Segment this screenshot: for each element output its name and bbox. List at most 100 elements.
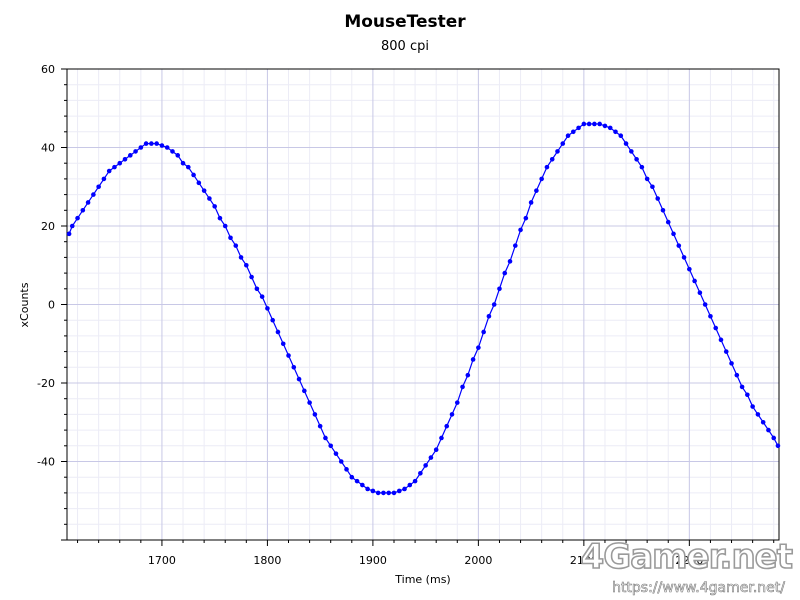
data-point	[207, 196, 212, 201]
data-point	[449, 412, 455, 417]
data-point	[170, 149, 175, 154]
watermark-url: https://www.4gamer.net/	[612, 580, 785, 596]
data-point	[634, 156, 639, 162]
data-point	[423, 463, 428, 468]
series-line	[68, 123, 779, 494]
data-point	[159, 143, 165, 148]
watermark-logo: 4Gamer.net	[581, 537, 793, 577]
data-point	[354, 478, 360, 484]
data-point	[201, 188, 207, 193]
data-point	[80, 208, 86, 213]
data-point	[180, 160, 186, 166]
data-point	[528, 200, 534, 205]
data-point	[671, 231, 676, 237]
y-tick-label: 40	[41, 142, 55, 155]
data-point	[729, 361, 734, 366]
data-point	[122, 156, 128, 162]
y-tick-label: 0	[48, 299, 55, 312]
x-tick-label: 2000	[464, 554, 492, 567]
data-point	[586, 121, 592, 127]
data-point	[101, 176, 107, 182]
data-point	[323, 435, 328, 441]
data-point	[233, 243, 239, 248]
data-point	[771, 435, 777, 441]
y-axis-label: xCounts	[18, 282, 31, 327]
data-point	[644, 176, 650, 182]
data-point	[138, 145, 144, 150]
data-point	[755, 412, 761, 417]
data-point	[291, 365, 297, 370]
data-point	[555, 149, 560, 154]
data-point	[418, 470, 423, 476]
data-point	[512, 243, 518, 248]
data-point	[164, 145, 170, 150]
data-point	[502, 270, 508, 276]
data-point	[112, 164, 117, 170]
data-point	[133, 149, 138, 154]
data-point	[265, 306, 270, 311]
data-point	[476, 345, 481, 350]
x-tick-label: 1900	[359, 554, 387, 567]
x-axis-label: Time (ms)	[394, 573, 450, 586]
data-point	[191, 172, 196, 178]
data-point	[391, 490, 397, 496]
data-point	[775, 443, 781, 449]
data-point	[69, 223, 75, 229]
data-point	[523, 215, 529, 221]
data-point	[85, 200, 91, 205]
data-point	[312, 412, 318, 417]
data-point	[217, 215, 223, 221]
data-point	[708, 313, 713, 319]
data-point	[497, 286, 502, 292]
x-tick-label: 2200	[675, 554, 703, 567]
data-point	[186, 164, 191, 170]
data-point	[734, 372, 740, 378]
data-point	[565, 133, 571, 139]
data-point	[365, 486, 370, 492]
data-point	[581, 121, 587, 127]
data-point	[702, 302, 708, 307]
data-point	[396, 488, 402, 494]
data-point	[607, 125, 613, 131]
data-point	[222, 223, 228, 229]
data-point	[328, 443, 334, 449]
data-point	[143, 141, 149, 146]
data-point	[238, 255, 244, 260]
data-point	[549, 156, 555, 162]
data-point	[280, 341, 286, 347]
data-point	[433, 447, 439, 453]
x-tick-label: 2100	[570, 554, 598, 567]
data-point	[544, 164, 550, 170]
data-point	[444, 423, 450, 429]
data-point	[307, 400, 312, 405]
data-point	[333, 451, 339, 456]
data-point	[254, 286, 260, 292]
chart-subtitle: 800 cpi	[381, 39, 429, 54]
y-tick-label: 20	[41, 220, 55, 233]
data-point	[460, 384, 465, 390]
data-point	[212, 204, 217, 209]
data-point	[370, 488, 376, 494]
data-point	[338, 459, 344, 464]
data-point	[518, 227, 523, 233]
data-point	[745, 392, 750, 398]
chart-title: MouseTester	[344, 12, 466, 32]
data-point	[470, 357, 476, 362]
data-point	[349, 474, 355, 480]
data-point	[660, 208, 666, 213]
data-point	[534, 188, 539, 193]
data-point	[491, 302, 497, 307]
data-point	[681, 255, 687, 260]
y-axis-ticks: 60 40 20 0 -20 -40	[37, 63, 67, 541]
data-point	[592, 121, 597, 127]
data-point	[228, 235, 233, 241]
data-point	[75, 215, 80, 221]
data-point	[576, 125, 581, 131]
x-tick-label: 1700	[148, 554, 176, 567]
data-point	[655, 196, 660, 201]
data-point	[91, 192, 96, 197]
data-point	[127, 153, 133, 158]
data-point	[697, 290, 703, 296]
data-point	[650, 184, 655, 190]
data-point	[539, 176, 544, 182]
